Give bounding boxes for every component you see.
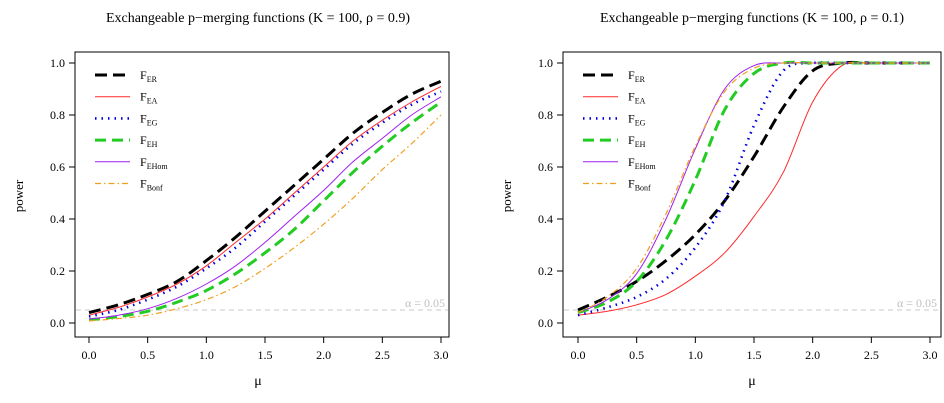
y-tick-label: 0.0 — [50, 316, 65, 330]
x-tick-label: 1.0 — [199, 348, 214, 362]
x-tick-label: 2.5 — [375, 348, 390, 362]
x-tick-label: 2.0 — [805, 348, 820, 362]
left-chart-panel: Exchangeable p−merging functions (K = 10… — [11, 11, 450, 389]
y-tick-label: 0.2 — [538, 264, 553, 278]
right-chart-panel: Exchangeable p−merging functions (K = 10… — [499, 11, 942, 389]
y-tick-label: 1.0 — [50, 56, 65, 70]
x-tick-label: 2.5 — [864, 348, 879, 362]
y-tick-label: 0.4 — [50, 212, 65, 226]
x-tick-label: 1.0 — [688, 348, 703, 362]
y-tick-label: 0.6 — [538, 160, 553, 174]
y-tick-label: 0.2 — [50, 264, 65, 278]
y-tick-label: 1.0 — [538, 56, 553, 70]
series-line-eh — [88, 100, 442, 322]
y-tick-label: 0.4 — [538, 212, 553, 226]
series-line-bonf — [577, 62, 930, 314]
x-tick-label: 0.0 — [571, 348, 586, 362]
series-line-ehom — [88, 96, 442, 320]
y-axis-label: power — [11, 179, 26, 212]
x-tick-label: 3.0 — [434, 348, 449, 362]
series-line-er — [88, 79, 442, 315]
alpha-reference-label: α = 0.05 — [897, 296, 937, 310]
chart-title: Exchangeable p−merging functions (K = 10… — [600, 11, 904, 26]
x-tick-label: 0.0 — [82, 348, 97, 362]
legend-entry-bonf: FBonf — [140, 177, 163, 193]
legend-entry-ehom: FEHom — [140, 155, 168, 171]
legend-entry-er: FER — [140, 68, 158, 84]
chart-title: Exchangeable p−merging functions (K = 10… — [106, 11, 410, 26]
x-tick-label: 0.5 — [140, 348, 155, 362]
x-tick-label: 1.5 — [747, 348, 762, 362]
series-line-ea — [88, 85, 442, 316]
legend-entry-ehom: FEHom — [628, 155, 656, 171]
legend-entry-ea: FEA — [628, 90, 646, 106]
legend-entry-eh: FEH — [140, 133, 158, 149]
series-line-bonf — [88, 114, 442, 322]
legend-entry-bonf: FBonf — [628, 177, 651, 193]
legend-entry-eg: FEG — [140, 111, 158, 127]
y-tick-label: 0.0 — [538, 316, 553, 330]
x-tick-label: 3.0 — [923, 348, 938, 362]
plot-area — [74, 51, 450, 338]
legend-entry-eg: FEG — [628, 111, 646, 127]
y-tick-label: 0.6 — [50, 160, 65, 174]
alpha-reference-label: α = 0.05 — [405, 296, 445, 310]
x-axis-label: μ — [254, 374, 262, 389]
legend-entry-er: FER — [628, 68, 646, 84]
x-tick-label: 0.5 — [629, 348, 644, 362]
y-axis-label: power — [499, 179, 514, 212]
legend-entry-ea: FEA — [140, 90, 158, 106]
y-tick-label: 0.8 — [538, 108, 553, 122]
plot-area — [562, 51, 942, 338]
x-axis-label: μ — [748, 374, 756, 389]
legend-entry-eh: FEH — [628, 133, 646, 149]
x-tick-label: 2.0 — [316, 348, 331, 362]
x-tick-label: 1.5 — [258, 348, 273, 362]
series-line-eg — [88, 90, 442, 318]
y-tick-label: 0.8 — [50, 108, 65, 122]
